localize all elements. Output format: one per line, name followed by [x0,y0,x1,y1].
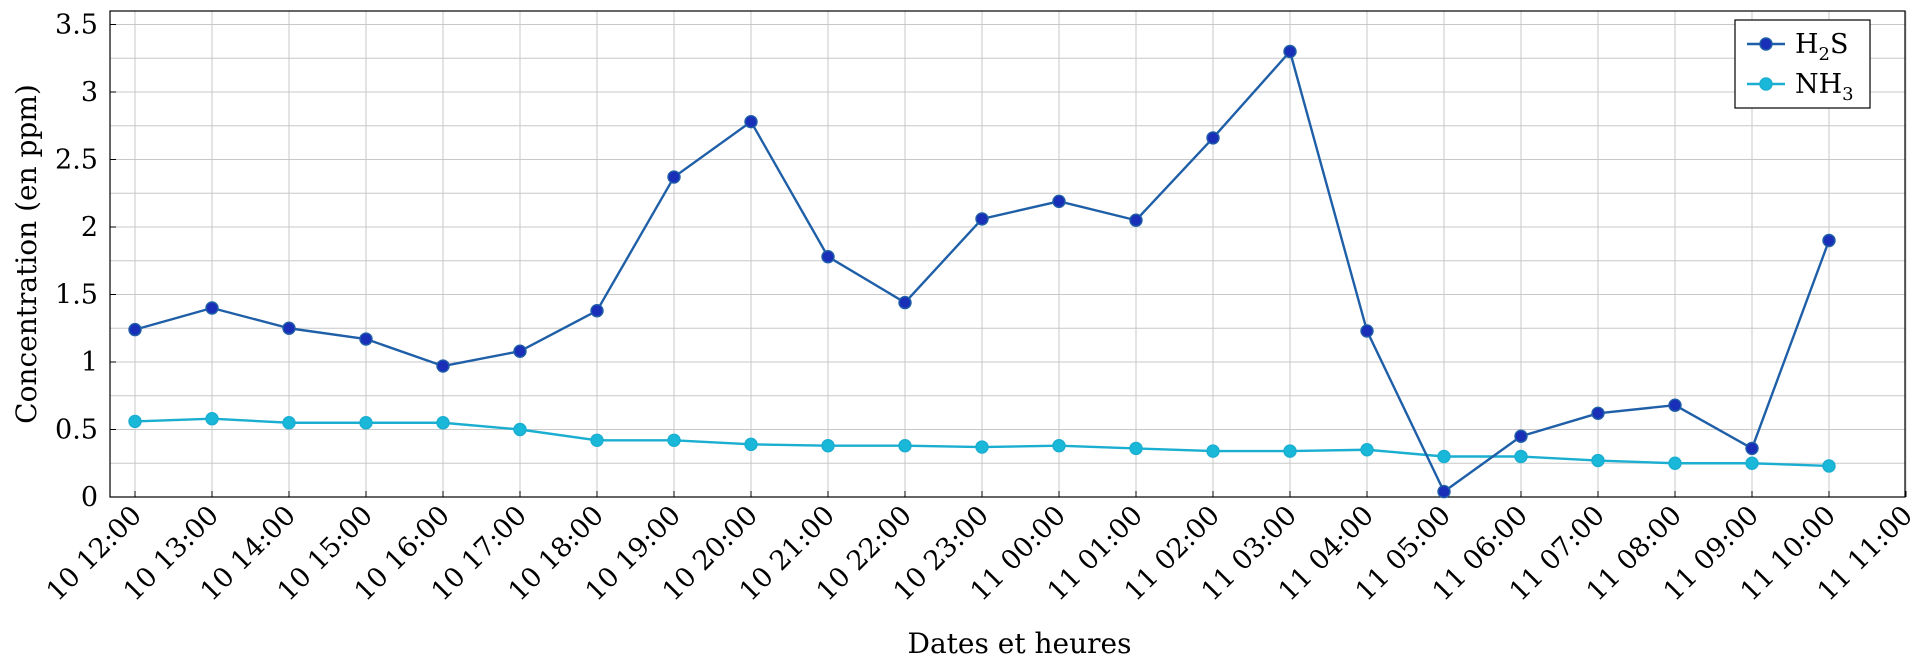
legend-marker [1759,37,1773,51]
data-point [1052,439,1066,453]
data-point [975,212,989,226]
y-tick-label: 1 [81,347,98,378]
data-point [359,332,373,346]
data-point [205,412,219,426]
data-point [1745,441,1759,456]
data-point [1437,484,1451,499]
data-point [590,433,604,447]
legend-item-h2s: H2S [1747,29,1849,65]
data-point [1668,398,1682,412]
data-point [1514,429,1528,443]
data-point [1591,453,1605,468]
data-point [282,416,296,430]
data-point [1052,194,1066,209]
data-point [744,437,758,452]
legend-item-nh3: NH3 [1747,69,1854,105]
data-point [821,439,835,453]
plot-area-frame [109,10,1906,498]
data-point [898,439,912,453]
data-point [128,414,142,429]
y-tick-label: 0.5 [55,415,98,446]
y-tick-label: 3 [81,77,98,108]
data-point [128,322,142,337]
legend-marker [1759,77,1773,91]
data-point [1822,233,1836,248]
grid-lines [110,11,1907,498]
data-point [1283,44,1297,59]
series-layer [128,44,1836,499]
data-point [744,114,758,129]
data-point [513,422,527,437]
data-point [436,359,450,373]
data-point [1822,459,1836,473]
data-point [436,416,450,430]
y-tick-label: 2.5 [55,145,98,176]
data-point [282,321,296,335]
data-point [1360,324,1374,338]
data-point [590,304,604,318]
data-point [1591,406,1605,420]
data-point [898,295,912,310]
y-axis-ticks: 0 0.5 1 1.5 2 2.5 3 3.5 [55,10,116,513]
data-point [667,433,681,447]
y-tick-label: 1.5 [55,280,98,311]
data-point [1206,444,1220,458]
data-point [1514,449,1528,464]
data-point [1745,456,1759,470]
y-axis-title: Concentration (en ppm) [10,84,43,424]
data-point [1129,441,1143,456]
data-point [1129,213,1143,227]
data-point [359,416,373,430]
series-h2s [128,44,1836,499]
legend-label: NH3 [1795,69,1854,105]
series-nh3 [128,412,1836,473]
data-point [975,440,989,454]
data-point [821,250,835,264]
y-tick-label: 2 [81,212,98,243]
data-point [513,344,527,358]
legend-label: H2S [1795,29,1849,65]
data-point [667,170,681,184]
data-point [1283,444,1297,458]
data-point [1437,449,1451,464]
legend-box [1734,19,1871,109]
y-tick-label: 3.5 [55,10,98,41]
y-tick-label: 0 [81,482,98,513]
data-point [1668,456,1682,470]
data-point [205,301,219,315]
data-point [1360,443,1374,457]
data-point [1206,131,1220,145]
x-axis-title: Dates et heures [908,627,1132,659]
